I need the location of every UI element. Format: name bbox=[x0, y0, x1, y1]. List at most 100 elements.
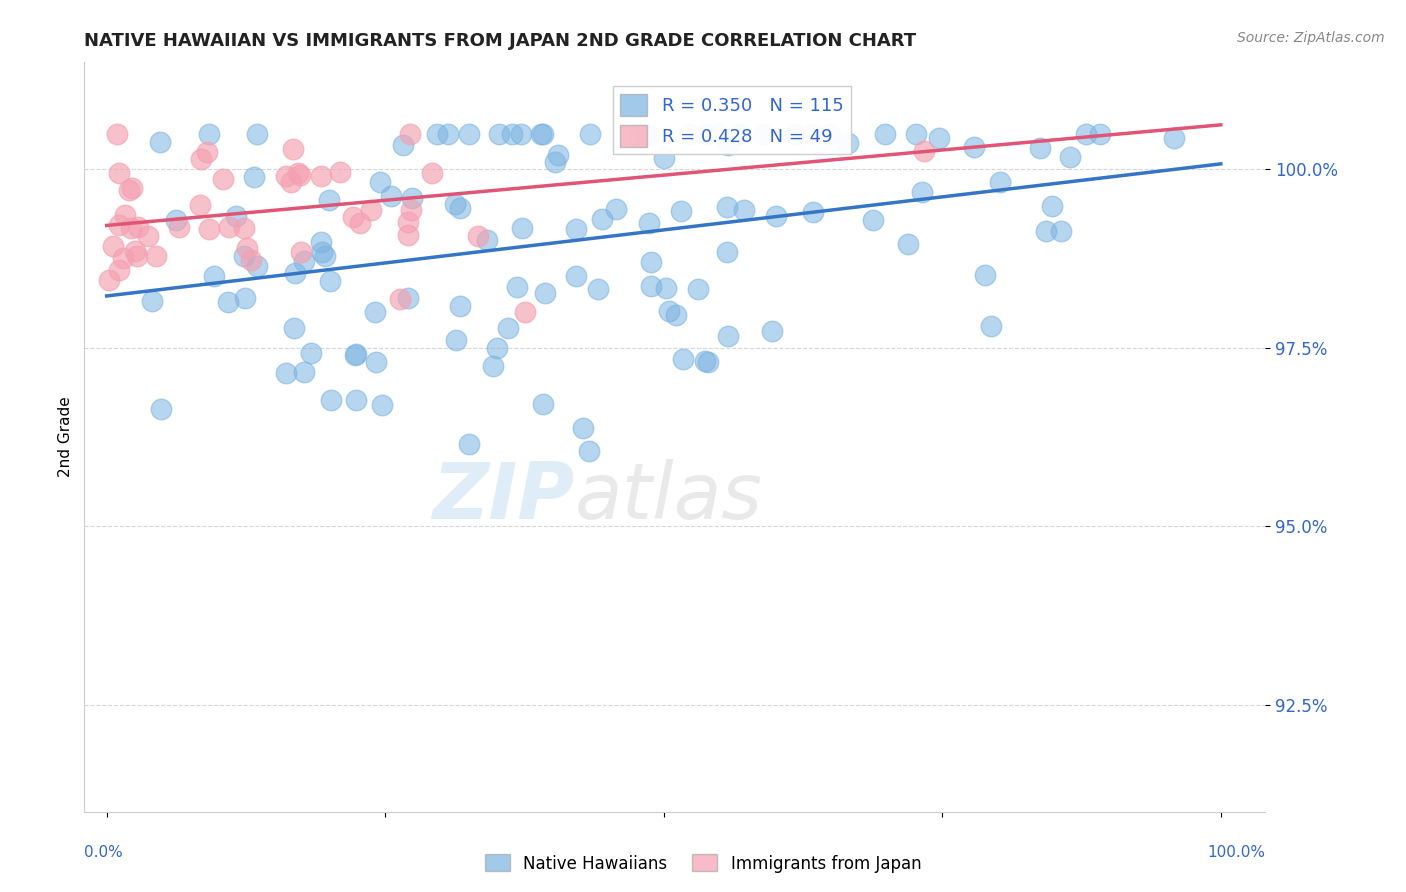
Point bbox=[449, 299, 471, 313]
Point bbox=[364, 305, 387, 319]
Point bbox=[1035, 223, 1057, 237]
Point bbox=[149, 401, 172, 416]
Point bbox=[638, 128, 661, 143]
Point bbox=[458, 127, 481, 141]
Point bbox=[370, 176, 392, 190]
Point bbox=[420, 166, 443, 180]
Point bbox=[127, 220, 149, 235]
Point bbox=[591, 212, 613, 227]
Point bbox=[988, 175, 1011, 189]
Point bbox=[496, 320, 519, 334]
Point bbox=[319, 274, 342, 288]
Point bbox=[665, 308, 688, 322]
Point bbox=[506, 280, 529, 294]
Point bbox=[202, 268, 225, 283]
Point bbox=[371, 398, 394, 412]
Point bbox=[627, 127, 650, 141]
Legend: Native Hawaiians, Immigrants from Japan: Native Hawaiians, Immigrants from Japan bbox=[478, 847, 928, 880]
Point bbox=[190, 198, 212, 212]
Point bbox=[565, 222, 588, 236]
Point bbox=[233, 249, 256, 263]
Point bbox=[380, 189, 402, 203]
Point bbox=[733, 203, 755, 218]
Point bbox=[396, 291, 419, 305]
Point bbox=[195, 145, 218, 160]
Point bbox=[343, 348, 366, 362]
Point bbox=[449, 201, 471, 215]
Point bbox=[605, 202, 627, 216]
Point bbox=[530, 127, 553, 141]
Point bbox=[510, 221, 533, 235]
Point bbox=[482, 359, 505, 374]
Point bbox=[475, 233, 498, 247]
Text: 0.0%: 0.0% bbox=[84, 846, 124, 861]
Point bbox=[688, 282, 710, 296]
Point bbox=[114, 208, 136, 222]
Point bbox=[443, 196, 465, 211]
Point bbox=[654, 151, 676, 165]
Point bbox=[141, 294, 163, 309]
Point bbox=[276, 169, 298, 183]
Point bbox=[284, 266, 307, 280]
Point bbox=[280, 175, 302, 189]
Point bbox=[717, 329, 740, 343]
Point bbox=[311, 244, 333, 259]
Point bbox=[634, 127, 657, 141]
Point bbox=[401, 191, 423, 205]
Point bbox=[108, 263, 131, 277]
Point bbox=[290, 244, 312, 259]
Text: atlas: atlas bbox=[575, 459, 762, 535]
Point bbox=[672, 351, 695, 366]
Point bbox=[837, 136, 859, 150]
Point bbox=[124, 244, 146, 258]
Point bbox=[1049, 225, 1071, 239]
Point bbox=[198, 222, 221, 236]
Point bbox=[246, 127, 269, 141]
Point bbox=[547, 147, 569, 161]
Point bbox=[287, 166, 309, 180]
Text: Source: ZipAtlas.com: Source: ZipAtlas.com bbox=[1237, 31, 1385, 45]
Point bbox=[1028, 141, 1050, 155]
Point bbox=[911, 186, 934, 200]
Point bbox=[97, 273, 120, 287]
Point bbox=[654, 280, 676, 294]
Point bbox=[232, 221, 254, 235]
Text: 100.0%: 100.0% bbox=[1208, 846, 1265, 861]
Point bbox=[1059, 149, 1081, 163]
Point bbox=[198, 127, 221, 141]
Point bbox=[364, 354, 387, 368]
Point bbox=[693, 354, 716, 368]
Point bbox=[717, 137, 740, 152]
Point bbox=[236, 241, 259, 255]
Point bbox=[309, 169, 332, 184]
Point bbox=[761, 324, 783, 338]
Point bbox=[329, 165, 352, 179]
Point bbox=[467, 229, 489, 244]
Point bbox=[586, 282, 609, 296]
Point bbox=[242, 170, 264, 185]
Point bbox=[283, 321, 305, 335]
Point bbox=[190, 153, 212, 167]
Point bbox=[145, 249, 167, 263]
Point bbox=[897, 237, 920, 252]
Point bbox=[108, 166, 131, 180]
Point bbox=[905, 127, 928, 141]
Point bbox=[349, 216, 371, 230]
Point bbox=[281, 142, 304, 156]
Point bbox=[360, 203, 382, 218]
Point bbox=[396, 215, 419, 229]
Point bbox=[121, 181, 143, 195]
Point bbox=[458, 436, 481, 450]
Point bbox=[513, 305, 536, 319]
Point bbox=[669, 204, 692, 219]
Point bbox=[396, 228, 419, 243]
Point bbox=[565, 268, 588, 283]
Point bbox=[292, 365, 315, 379]
Point bbox=[980, 319, 1002, 334]
Point bbox=[544, 154, 567, 169]
Point bbox=[246, 260, 269, 274]
Point bbox=[240, 253, 263, 268]
Point bbox=[531, 127, 554, 141]
Legend: R = 0.350   N = 115, R = 0.428   N = 49: R = 0.350 N = 115, R = 0.428 N = 49 bbox=[613, 87, 851, 154]
Point bbox=[873, 127, 896, 141]
